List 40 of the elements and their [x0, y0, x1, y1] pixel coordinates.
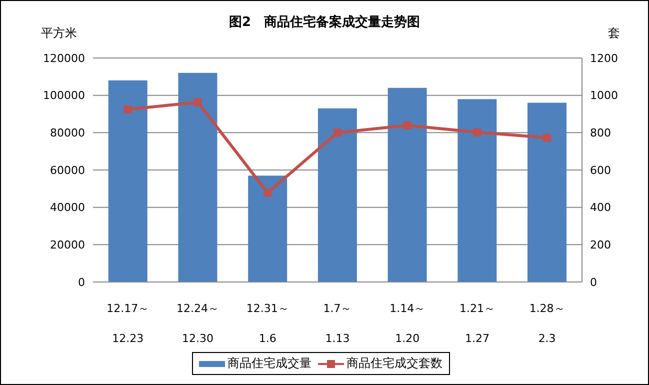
chart-title: 图2 商品住宅备案成交量走势图	[228, 15, 420, 30]
y2-tick-label: 200	[590, 238, 611, 252]
y2-tick-label: 1200	[590, 52, 618, 65]
y2-tick-label: 800	[590, 126, 611, 140]
y2-tick-label: 600	[590, 164, 611, 177]
y-tick-label: 20000	[50, 238, 85, 252]
y-tick-label: 100000	[43, 89, 85, 102]
y-tick-label: 0	[78, 276, 85, 289]
legend-label: 商品住宅成交套数	[346, 355, 442, 372]
bar	[528, 102, 567, 282]
category-label: 12.17～ 12.23	[106, 302, 150, 345]
point	[473, 128, 482, 136]
point	[543, 134, 552, 142]
point	[124, 105, 132, 114]
bar	[248, 176, 288, 282]
y2-axis-title: 套	[608, 25, 620, 42]
point	[403, 121, 412, 130]
category-label: 1.7～ 1.13	[323, 302, 352, 345]
y-tick-label: 60000	[50, 164, 85, 177]
y-tick-label: 120000	[43, 52, 85, 65]
category-label: 12.31～ 1.6	[246, 302, 289, 345]
category-label: 12.24～ 12.30	[176, 302, 220, 345]
bar	[318, 108, 357, 282]
y2-tick-label: 0	[590, 276, 597, 289]
category-label: 1.21～ 1.27	[459, 302, 495, 345]
bar	[178, 72, 218, 282]
category-label: 1.14～ 1.20	[390, 302, 426, 345]
y2-tick-label: 1000	[590, 89, 618, 102]
bar	[108, 80, 148, 282]
bar	[458, 99, 497, 282]
y-axis-title: 平方米	[41, 25, 77, 42]
category-label: 1.28～ 2.3	[529, 302, 565, 345]
legend-label: 商品住宅成交量	[228, 355, 312, 372]
y2-tick-label: 400	[590, 201, 611, 214]
bar	[388, 88, 427, 282]
point	[334, 128, 342, 137]
point	[194, 98, 202, 106]
y-tick-label: 80000	[50, 126, 85, 140]
point	[264, 188, 272, 197]
y-tick-label: 40000	[50, 201, 85, 214]
